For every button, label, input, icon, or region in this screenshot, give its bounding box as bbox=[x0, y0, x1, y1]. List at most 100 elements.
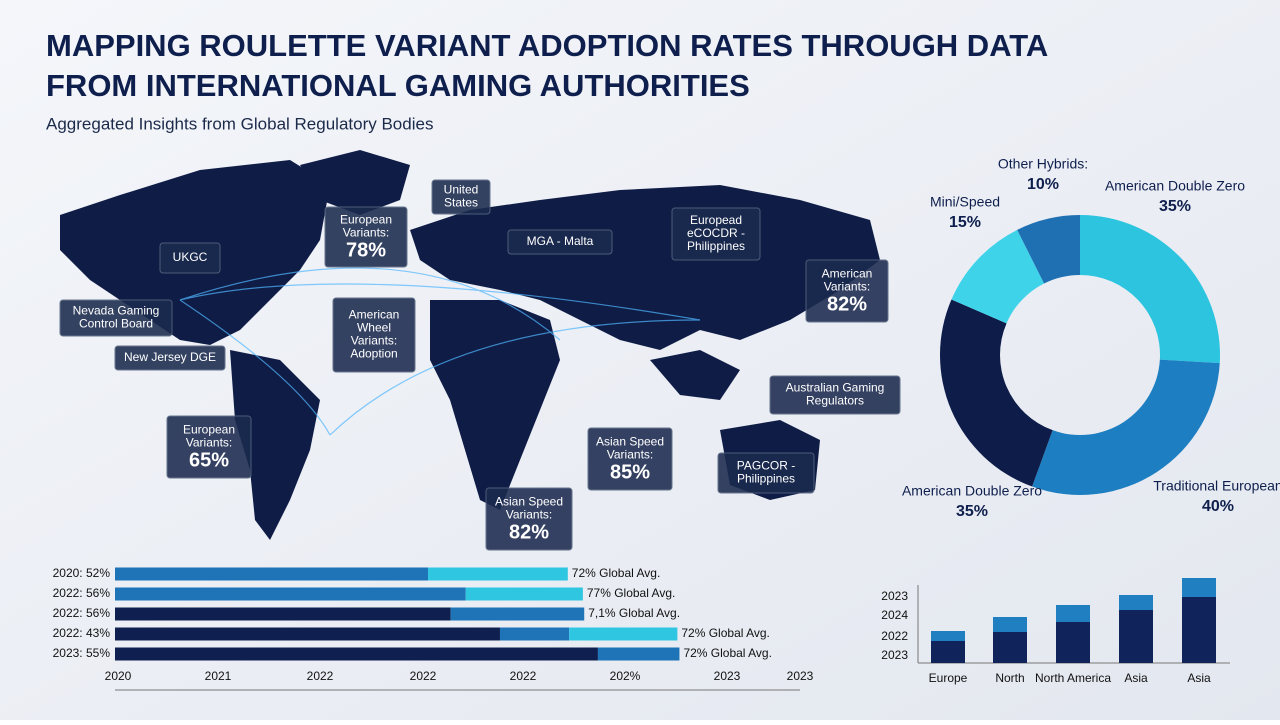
y-tick-label: 2023 bbox=[881, 648, 908, 662]
x-tick-label: Europe bbox=[929, 671, 968, 685]
callout-label: United bbox=[444, 183, 479, 197]
donut-segment bbox=[1032, 359, 1220, 495]
bar-segment bbox=[465, 587, 583, 601]
callout-value: 78% bbox=[346, 240, 386, 262]
callout-label: Philippines bbox=[737, 472, 795, 486]
bar-segment bbox=[1182, 597, 1216, 663]
callout-label: American bbox=[822, 266, 873, 280]
callout-box bbox=[507, 229, 613, 255]
bar-segment bbox=[115, 647, 598, 661]
callout-label: Variants: bbox=[506, 507, 552, 521]
donut-label: American Double Zero bbox=[902, 483, 1042, 499]
callout-label: European bbox=[340, 212, 392, 226]
callout-box bbox=[59, 299, 173, 337]
callout-value: 85% bbox=[610, 462, 650, 484]
bar-segment bbox=[115, 627, 500, 641]
row-label: 2022: 56% bbox=[53, 586, 111, 600]
x-tick-label: Asia bbox=[1124, 671, 1148, 685]
callout-label: UKGC bbox=[173, 250, 208, 264]
y-tick-label: 2022 bbox=[881, 629, 908, 643]
row-annotation: 7,1% Global Avg. bbox=[588, 606, 680, 620]
bar-segment bbox=[115, 607, 451, 621]
row-label: 2022: 56% bbox=[53, 606, 111, 620]
donut-value: 35% bbox=[956, 503, 988, 520]
connection-lines bbox=[179, 267, 701, 436]
bar-segment bbox=[931, 631, 965, 641]
callout-label: Nevada Gaming bbox=[73, 304, 160, 318]
row-annotation: 72% Global Avg. bbox=[683, 646, 772, 660]
bar-segment bbox=[931, 641, 965, 663]
callout-box bbox=[587, 427, 673, 491]
row-label: 2020: 52% bbox=[53, 566, 111, 580]
title: MAPPING ROULETTE VARIANT ADOPTION RATES … bbox=[46, 28, 1048, 63]
callout-box bbox=[114, 345, 226, 371]
donut-label: Traditional European bbox=[1153, 478, 1280, 494]
bar-segment bbox=[1056, 622, 1090, 663]
bar-segment bbox=[569, 627, 678, 641]
callout-value: 65% bbox=[189, 450, 229, 472]
bar-segment bbox=[499, 627, 570, 641]
callout-label: Variants: bbox=[186, 435, 232, 449]
callout-label: Variants: bbox=[351, 334, 397, 348]
bar-segment bbox=[993, 617, 1027, 632]
donut-segment bbox=[940, 299, 1053, 487]
callout-label: Asian Speed bbox=[495, 494, 563, 508]
callout-box bbox=[485, 487, 573, 551]
y-tick-label: 2024 bbox=[881, 608, 908, 622]
callout-label: European bbox=[183, 422, 235, 436]
x-axis-label: 2022 bbox=[510, 669, 537, 683]
callout-label: States bbox=[444, 196, 478, 210]
bar-segment bbox=[1056, 605, 1090, 622]
callout-label: Adoption bbox=[350, 347, 397, 361]
row-label: 2022: 43% bbox=[53, 626, 111, 640]
callout-value: 82% bbox=[827, 294, 867, 316]
callout-box bbox=[166, 415, 252, 479]
donut-label: American Double Zero bbox=[1105, 178, 1245, 194]
callout-label: Australian Gaming bbox=[786, 381, 885, 395]
row-annotation: 77% Global Avg. bbox=[587, 586, 676, 600]
callout-label: eCOCDR - bbox=[687, 226, 745, 240]
callout-box bbox=[159, 242, 221, 274]
donut-label: Other Hybrids: bbox=[998, 156, 1088, 172]
x-axis-label: 202% bbox=[610, 669, 641, 683]
callout-box bbox=[769, 375, 901, 415]
bar-segment bbox=[1119, 595, 1153, 610]
callout-box bbox=[431, 179, 491, 215]
callout-label: Variants: bbox=[343, 225, 389, 239]
donut-value: 15% bbox=[949, 214, 981, 231]
donut-value: 10% bbox=[1027, 176, 1059, 193]
x-axis-label: 2021 bbox=[205, 669, 232, 683]
x-axis-label: 2023 bbox=[714, 669, 741, 683]
donut-label: Mini/Speed bbox=[930, 194, 1000, 210]
y-tick-label: 2023 bbox=[881, 589, 908, 603]
donut-segment bbox=[1080, 215, 1220, 364]
x-axis-label: 2022 bbox=[307, 669, 334, 683]
callout-box bbox=[332, 297, 416, 373]
callout-label: Asian Speed bbox=[596, 434, 664, 448]
callout-label: PAGCOR - bbox=[737, 459, 795, 473]
callout-label: Variants: bbox=[607, 447, 653, 461]
callout-label: Europead bbox=[690, 213, 742, 227]
x-axis-label: 2020 bbox=[105, 669, 132, 683]
callout-label: American bbox=[349, 308, 400, 322]
bar-segment bbox=[450, 607, 585, 621]
donut-value: 40% bbox=[1202, 498, 1234, 515]
bar-segment bbox=[993, 632, 1027, 663]
bar-segment bbox=[115, 567, 429, 581]
x-tick-label: Asia bbox=[1187, 671, 1211, 685]
donut-value: 35% bbox=[1159, 198, 1191, 215]
callout-label: Wheel bbox=[357, 321, 391, 335]
callout-label: Variants: bbox=[824, 279, 870, 293]
x-axis-label: 2022 bbox=[410, 669, 437, 683]
callout-box bbox=[324, 206, 408, 268]
x-tick-label: North bbox=[995, 671, 1024, 685]
row-annotation: 72% Global Avg. bbox=[681, 626, 770, 640]
bar-segment bbox=[1182, 578, 1216, 597]
subtitle: Aggregated Insights from Global Regulato… bbox=[46, 114, 433, 133]
bar-segment bbox=[428, 567, 568, 581]
callout-label: New Jersey DGE bbox=[124, 350, 216, 364]
bar-segment bbox=[115, 587, 466, 601]
x-tick-label: North America bbox=[1035, 671, 1111, 685]
donut-segment bbox=[1017, 215, 1080, 284]
row-annotation: 72% Global Avg. bbox=[572, 566, 661, 580]
